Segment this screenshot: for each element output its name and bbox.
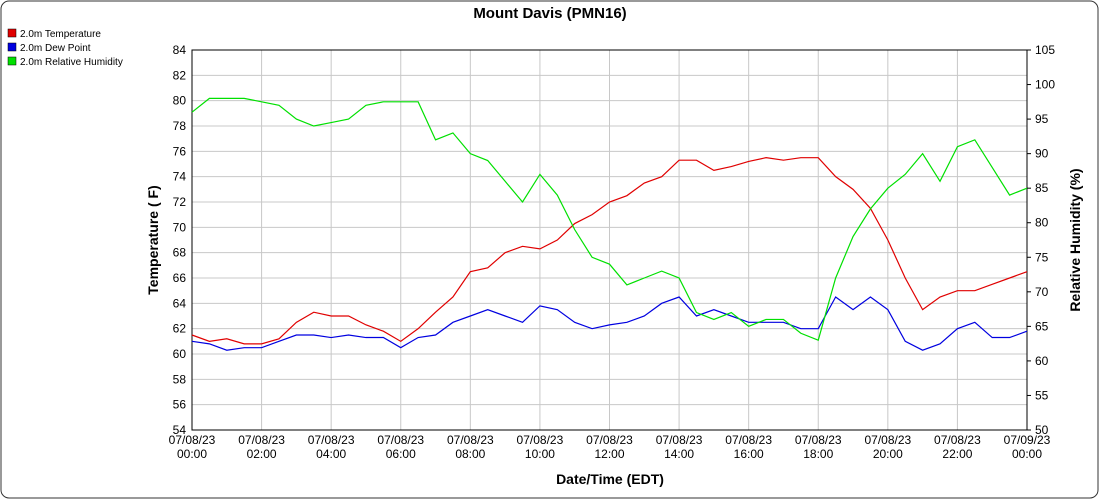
- y-tick-label: 78: [173, 119, 187, 133]
- y-tick-label: 66: [173, 271, 187, 285]
- x-tick-label: 07/08/23 16:00: [725, 433, 772, 461]
- y-tick-label: 68: [173, 246, 187, 260]
- x-tick-label: 07/09/23 00:00: [1004, 433, 1051, 461]
- y-tick-label: 58: [173, 372, 187, 386]
- series-line: [191, 296, 1028, 351]
- x-tick-label: 07/08/23 18:00: [795, 433, 842, 461]
- y-tick-label: 80: [173, 94, 187, 108]
- y-tick-label: 72: [173, 195, 187, 209]
- series-line: [191, 157, 1028, 345]
- y-tick-label: 54: [173, 423, 187, 437]
- legend-swatch: [7, 56, 17, 66]
- plot-border: [191, 49, 1028, 431]
- y-tick-label: 74: [173, 170, 187, 184]
- x-tick-label: 07/08/23 02:00: [238, 433, 285, 461]
- y-tick-label: 82: [173, 68, 187, 82]
- x-tick-label: 07/08/23 06:00: [377, 433, 424, 461]
- y-tick-label: 76: [173, 144, 187, 158]
- legend-swatch: [7, 28, 17, 38]
- y2-tick-label: 95: [1035, 112, 1049, 126]
- y-tick-label: 84: [173, 43, 187, 57]
- y-tick-label: 70: [173, 220, 187, 234]
- y2-tick-label: 90: [1035, 147, 1049, 161]
- y-tick-label: 60: [173, 347, 187, 361]
- x-tick-label: 07/08/23 20:00: [864, 433, 911, 461]
- y-tick-label: 64: [173, 296, 187, 310]
- y2-axis-label: Relative Humidity (%): [1067, 168, 1083, 311]
- y2-tick-label: 65: [1035, 319, 1049, 333]
- x-axis-label: Date/Time (EDT): [556, 471, 664, 487]
- legend-swatch: [7, 42, 17, 52]
- y2-tick-label: 80: [1035, 216, 1049, 230]
- y2-tick-label: 105: [1035, 43, 1055, 57]
- x-tick-label: 07/08/23 00:00: [169, 433, 216, 461]
- series-line: [191, 97, 1028, 341]
- legend-label: 2.0m Dew Point: [20, 43, 91, 54]
- y2-tick-label: 55: [1035, 388, 1049, 402]
- y2-tick-label: 100: [1035, 78, 1055, 92]
- x-tick-label: 07/08/23 08:00: [447, 433, 494, 461]
- x-tick-label: 07/08/23 14:00: [656, 433, 703, 461]
- y2-tick-label: 75: [1035, 250, 1049, 264]
- legend-label: 2.0m Temperature: [20, 29, 101, 40]
- legend-label: 2.0m Relative Humidity: [20, 57, 123, 68]
- y2-tick-label: 70: [1035, 285, 1049, 299]
- x-tick-label: 07/08/23 12:00: [586, 433, 633, 461]
- y2-tick-label: 50: [1035, 423, 1049, 437]
- x-tick-label: 07/08/23 22:00: [934, 433, 981, 461]
- y-axis-label: Temperature ( F): [145, 185, 161, 294]
- y2-tick-label: 85: [1035, 181, 1049, 195]
- y2-tick-label: 60: [1035, 354, 1049, 368]
- y-tick-label: 62: [173, 322, 187, 336]
- x-tick-label: 07/08/23 10:00: [517, 433, 564, 461]
- chart-title: Mount Davis (PMN16): [473, 5, 626, 22]
- y-tick-label: 56: [173, 398, 187, 412]
- x-tick-label: 07/08/23 04:00: [308, 433, 355, 461]
